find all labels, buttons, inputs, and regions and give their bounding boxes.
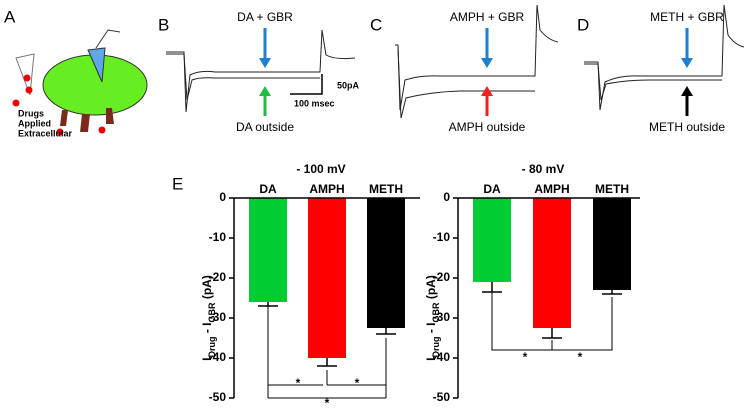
y-tick-label: -30	[209, 310, 227, 324]
arrow-head	[481, 58, 493, 68]
drug-pipette	[15, 53, 35, 96]
error-bar	[317, 358, 337, 367]
trace	[395, 4, 559, 111]
y-axis-label-part: GBR	[431, 302, 441, 323]
panel-label: D	[577, 15, 589, 34]
trace-label: METH outside	[649, 120, 725, 134]
x-tick-label: AMPH	[309, 182, 344, 196]
y-tick-label: -50	[209, 390, 227, 404]
y-tick-label: -40	[433, 350, 451, 364]
error-bar	[258, 302, 278, 307]
trace	[584, 63, 722, 101]
arrow-head	[259, 86, 271, 96]
y-axis-label-part: (pA)	[424, 275, 438, 302]
y-tick-label: -20	[209, 270, 227, 284]
trace	[584, 4, 745, 111]
significance-mark: *	[355, 376, 360, 390]
y-tick-label: -30	[433, 310, 451, 324]
trace-label: AMPH outside	[449, 120, 526, 134]
arrow-head	[681, 58, 693, 68]
trace-label: DA + GBR	[237, 10, 293, 24]
scale-label: 100 msec	[294, 98, 335, 108]
panel-label: C	[370, 15, 382, 34]
caption: Drugs	[18, 108, 44, 118]
panel-label: B	[158, 15, 169, 34]
drug-dot	[56, 128, 64, 136]
caption: Applied	[18, 118, 51, 128]
trace	[166, 53, 320, 101]
x-tick-label: DA	[483, 182, 501, 196]
arrow-head	[481, 86, 493, 96]
trace	[166, 29, 356, 113]
y-axis-label: IDrug - IGBR (pA)	[200, 275, 217, 361]
x-tick-label: AMPH	[534, 182, 569, 196]
bar	[473, 198, 511, 282]
arrow-head	[259, 58, 271, 68]
panel-label: E	[172, 174, 183, 193]
trace-label: METH + GBR	[650, 10, 724, 24]
y-axis-label-part: - I	[200, 322, 214, 336]
arrow-head	[681, 86, 693, 96]
y-tick-label: -10	[433, 230, 451, 244]
y-tick-label: 0	[219, 190, 226, 204]
transporters	[60, 108, 114, 132]
significance-bracket	[491, 285, 613, 351]
error-bar	[482, 282, 502, 293]
x-tick-label: METH	[369, 182, 403, 196]
y-axis-label-part: - I	[424, 322, 438, 336]
y-tick-label: -10	[209, 230, 227, 244]
significance-bracket	[267, 304, 387, 399]
significance-mark: *	[296, 376, 301, 390]
bar	[533, 198, 571, 328]
y-tick-label: -40	[209, 350, 227, 364]
chart-title: - 100 mV	[296, 162, 345, 176]
chart-title: - 80 mV	[522, 162, 565, 176]
y-tick-label: 0	[443, 190, 450, 204]
error-bar	[542, 328, 562, 339]
scale-label: 50pA	[337, 80, 360, 90]
trace	[397, 47, 535, 119]
trace-label: DA outside	[236, 120, 294, 134]
y-axis-label-part: I	[424, 357, 438, 360]
panel-label: A	[4, 7, 16, 26]
y-tick-label: -20	[433, 270, 451, 284]
wire	[95, 29, 121, 49]
trace-label: AMPH + GBR	[450, 10, 525, 24]
error-bar	[602, 290, 622, 295]
drug-dot	[25, 86, 33, 94]
y-axis-label-part: I	[200, 357, 214, 360]
y-axis-label-part: Drug	[207, 336, 217, 357]
scale-bar	[290, 74, 323, 95]
y-axis-label-part: Drug	[431, 336, 441, 357]
x-tick-label: DA	[259, 182, 277, 196]
bar	[249, 198, 287, 302]
caption: Extracellular	[18, 128, 73, 138]
drug-dot	[12, 99, 20, 107]
significance-mark: *	[578, 350, 583, 364]
y-axis-label: IDrug - IGBR (pA)	[424, 275, 441, 361]
bar	[593, 198, 631, 290]
pipette	[87, 47, 106, 83]
drug-dot	[98, 126, 106, 134]
bar	[367, 198, 405, 328]
bar	[308, 198, 346, 358]
significance-mark: *	[523, 350, 528, 364]
significance-mark: *	[325, 396, 330, 407]
error-bar	[376, 328, 396, 335]
y-tick-label: -50	[433, 390, 451, 404]
x-tick-label: METH	[595, 182, 629, 196]
y-axis-label-part: (pA)	[200, 275, 214, 302]
y-axis-label-part: GBR	[207, 302, 217, 323]
drug-dot	[23, 74, 31, 82]
